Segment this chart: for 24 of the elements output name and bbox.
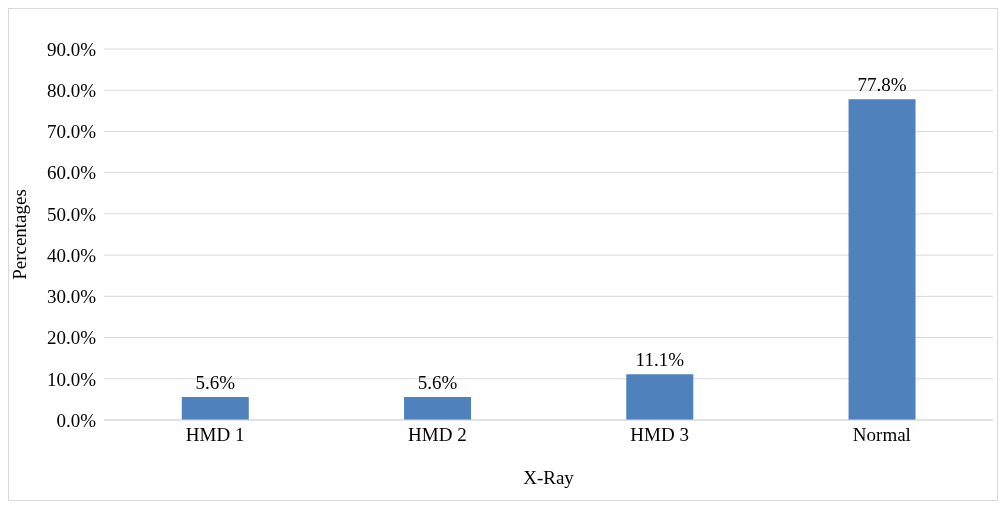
x-tick-label: HMD 1 bbox=[185, 424, 245, 446]
x-tick-label: HMD 2 bbox=[408, 424, 467, 446]
x-axis-title: X-Ray bbox=[523, 467, 575, 488]
y-tick-label: 20.0% bbox=[46, 327, 97, 349]
x-tick-label: HMD 3 bbox=[630, 424, 689, 446]
y-tick-label: 70.0% bbox=[46, 121, 97, 143]
y-tick-label: 30.0% bbox=[46, 286, 97, 308]
y-tick-label: 40.0% bbox=[46, 244, 97, 266]
y-axis-title: Percentages bbox=[8, 189, 30, 280]
y-tick-label: 0.0% bbox=[56, 409, 97, 431]
y-tick-label: 60.0% bbox=[46, 162, 97, 184]
data-label: 77.8% bbox=[857, 74, 907, 96]
data-label: 11.1% bbox=[635, 349, 685, 371]
y-tick-label: 90.0% bbox=[46, 38, 97, 60]
y-tick-label: 80.0% bbox=[46, 79, 97, 101]
x-tick-label: Normal bbox=[852, 424, 911, 446]
bar bbox=[626, 374, 694, 420]
bar bbox=[848, 99, 916, 420]
y-tick-label: 50.0% bbox=[46, 203, 97, 225]
data-label: 5.6% bbox=[417, 371, 458, 393]
data-label: 5.6% bbox=[195, 371, 236, 393]
bar bbox=[404, 396, 472, 420]
y-tick-label: 10.0% bbox=[46, 368, 97, 390]
bar bbox=[181, 396, 249, 420]
